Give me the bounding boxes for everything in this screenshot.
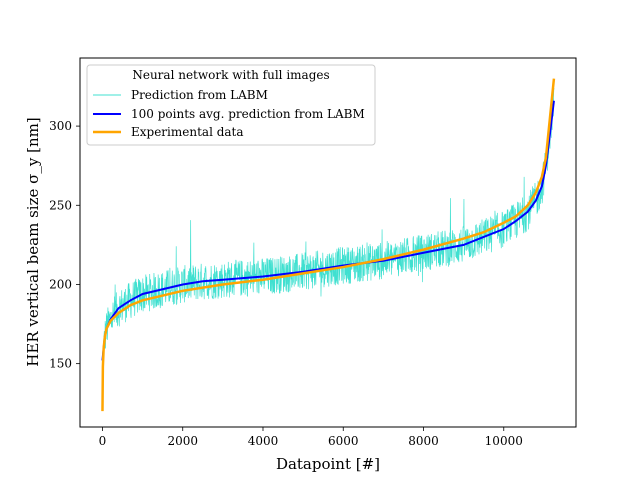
axes-frame xyxy=(79,57,577,428)
y-tick-label: 150 xyxy=(49,357,72,371)
axis-ticks: 0 2000 4000 6000 8000 10000 150 200 250 300 xyxy=(49,119,523,448)
y-tick-label: 250 xyxy=(49,198,72,212)
legend-entry-experimental: Experimental data xyxy=(131,125,244,139)
plot-area xyxy=(101,78,556,412)
x-axis-label: Datapoint [#] xyxy=(276,455,380,473)
legend-entry-prediction: Prediction from LABM xyxy=(131,88,268,102)
x-tick-label: 4000 xyxy=(248,434,279,448)
y-tick-label: 300 xyxy=(49,119,72,133)
x-tick-label: 8000 xyxy=(408,434,439,448)
series-average-line xyxy=(101,100,555,361)
legend: Neural network with full images Predicti… xyxy=(86,64,376,146)
series-experimental-line xyxy=(101,78,556,412)
y-tick-label: 200 xyxy=(49,277,72,291)
x-tick-label: 10000 xyxy=(485,434,523,448)
legend-entry-average: 100 points avg. prediction from LABM xyxy=(131,107,365,121)
legend-title: Neural network with full images xyxy=(132,68,329,82)
x-tick-label: 6000 xyxy=(328,434,359,448)
legend-box xyxy=(86,64,376,146)
x-tick-label: 2000 xyxy=(167,434,198,448)
x-tick-label: 0 xyxy=(99,434,107,448)
y-axis-label: HER vertical beam size σ_y [nm] xyxy=(24,117,42,366)
